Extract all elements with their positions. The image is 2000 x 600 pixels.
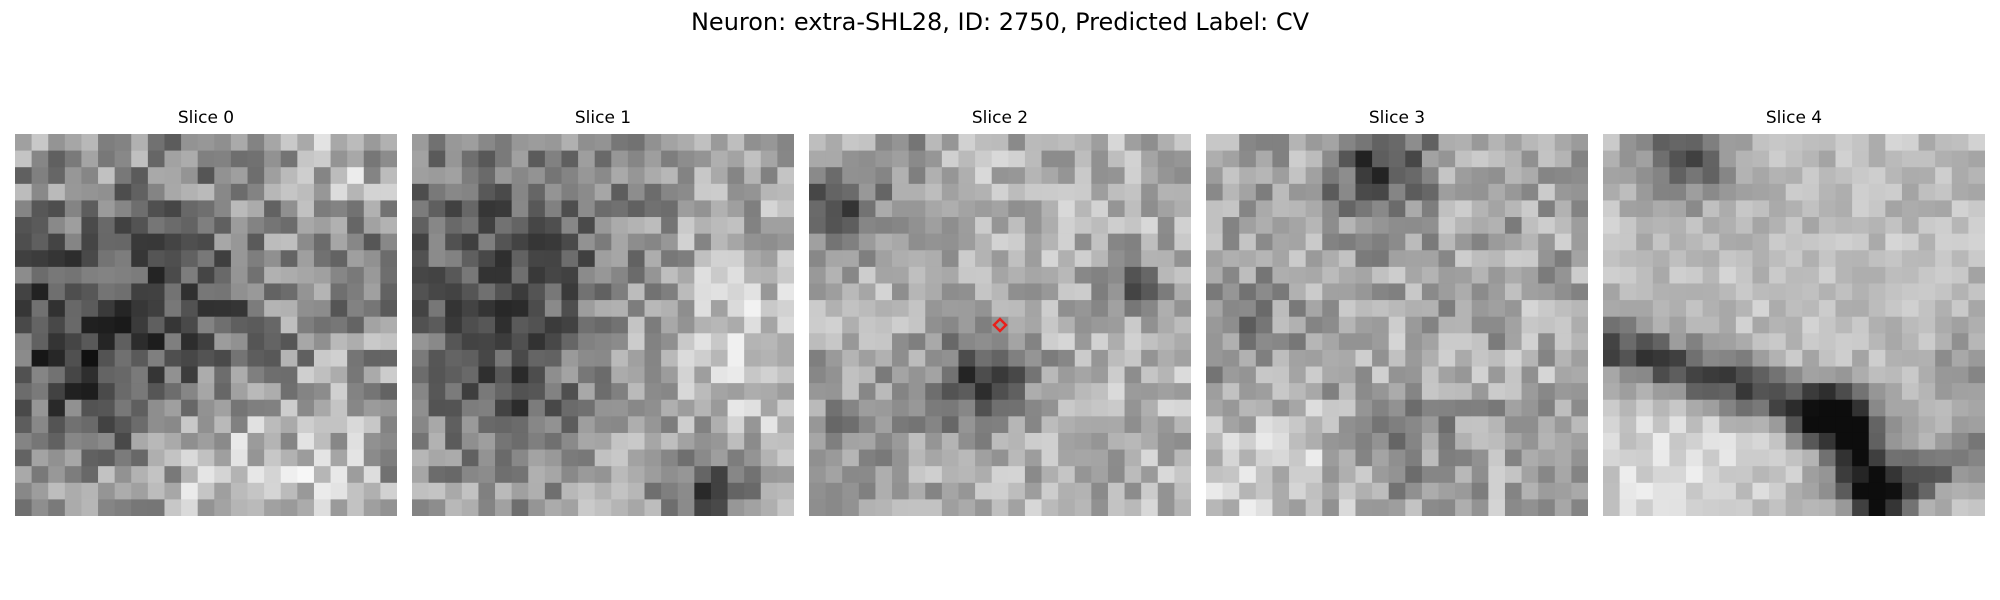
slice-title-2: Slice 2 [971,108,1029,128]
slice-image-0 [15,134,397,516]
slice-image-3 [1206,134,1588,516]
slice-image-4 [1603,134,1985,516]
slice-panel-3: Slice 3 [1206,108,1588,516]
slice-panel-2: Slice 2 [809,108,1191,516]
slice-title-1: Slice 1 [574,108,632,128]
slice-title-3: Slice 3 [1368,108,1426,128]
slice-image-1 [412,134,794,516]
slice-title-0: Slice 0 [177,108,235,128]
center-marker [992,317,1008,333]
slice-panel-1: Slice 1 [412,108,794,516]
slice-image-2 [809,134,1191,516]
slice-panel-0: Slice 0 [15,108,397,516]
figure-title: Neuron: extra-SHL28, ID: 2750, Predicted… [690,8,1310,36]
slice-title-4: Slice 4 [1765,108,1823,128]
slice-panel-4: Slice 4 [1603,108,1985,516]
